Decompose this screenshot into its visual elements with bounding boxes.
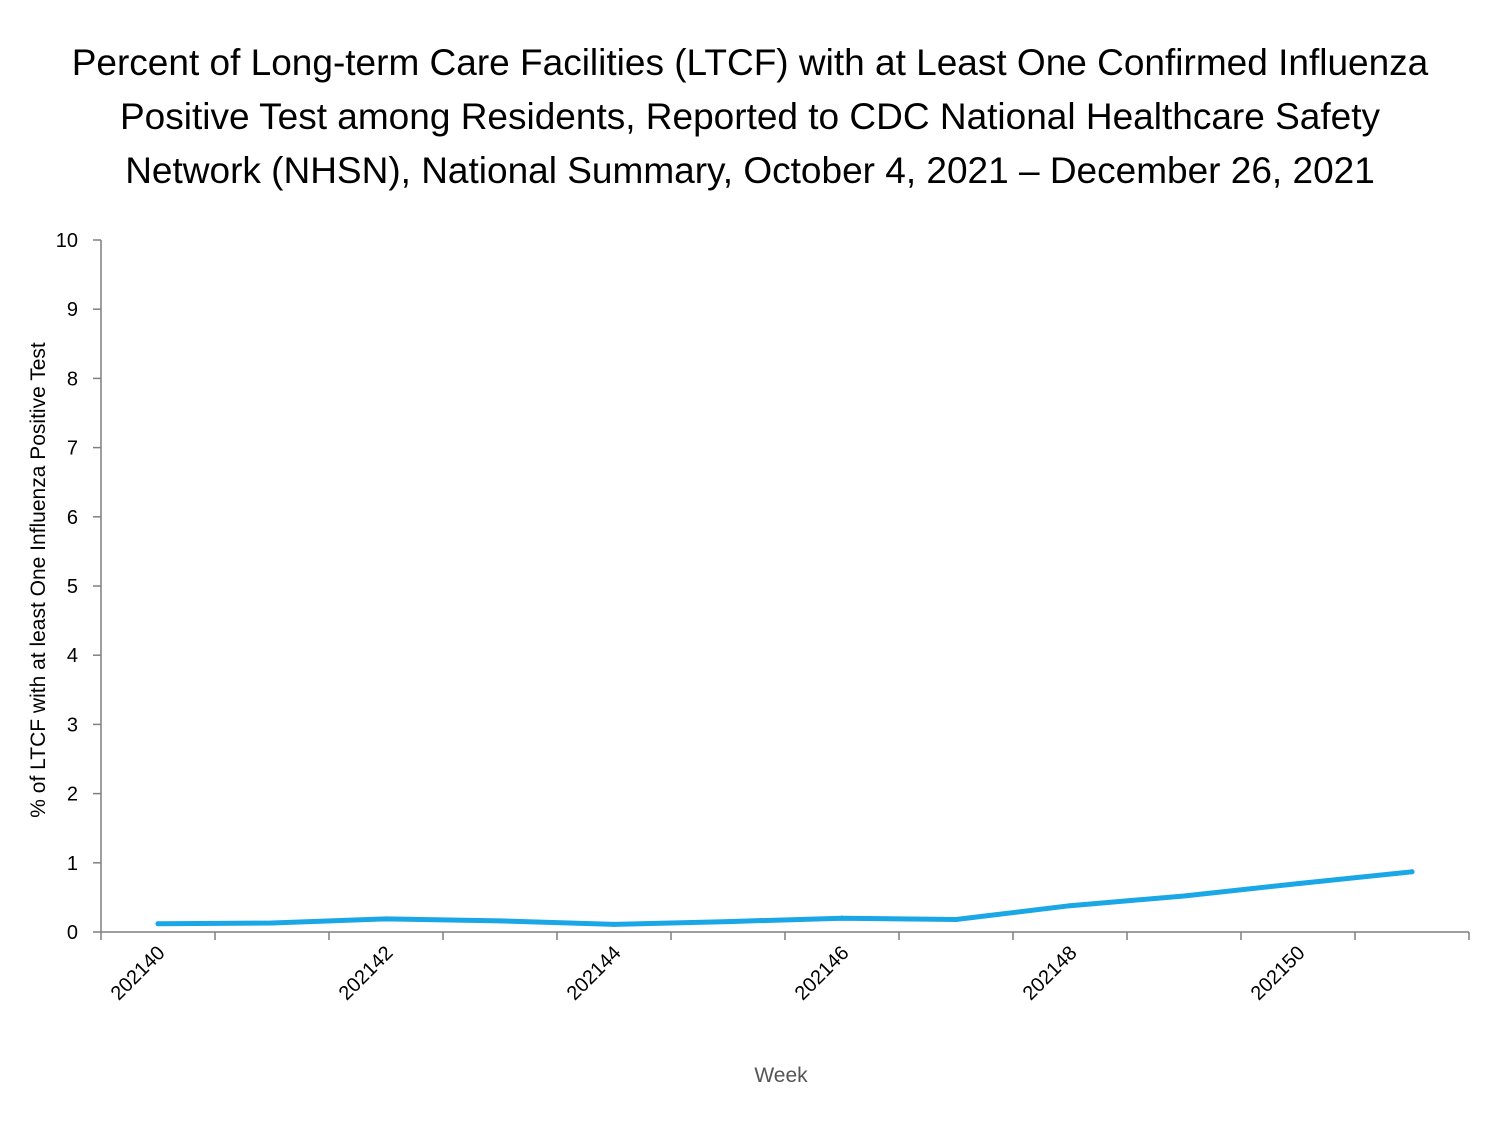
y-tick-label: 4 — [67, 645, 78, 667]
y-tick-label: 9 — [67, 299, 78, 321]
chart-title-line-1: Percent of Long-term Care Facilities (LT… — [71, 42, 1429, 83]
y-tick-label: 8 — [67, 368, 78, 390]
data-point — [1295, 881, 1301, 887]
y-tick-label: 1 — [67, 853, 78, 875]
y-tick-label: 10 — [56, 230, 78, 252]
y-tick-label: 5 — [67, 576, 78, 598]
data-point — [383, 916, 389, 922]
x-tick-label: 202148 — [1019, 942, 1082, 1005]
series-line — [155, 869, 1415, 927]
y-tick-label: 6 — [67, 507, 78, 529]
x-axis: 202140 202142 202144 202146 202148 202150 — [100, 931, 1470, 1005]
y-axis-title: % of LTCF with at least One Influenza Po… — [27, 342, 50, 818]
data-point — [155, 921, 161, 927]
x-axis-title: Week — [754, 1064, 808, 1087]
y-tick-label: 3 — [67, 714, 78, 736]
data-point — [611, 921, 617, 927]
x-tick-label: 202140 — [107, 942, 170, 1005]
y-tick-label: 7 — [67, 438, 78, 460]
x-tick-label: 202142 — [335, 942, 398, 1005]
data-point — [1409, 869, 1415, 875]
y-axis: 0 1 2 3 4 5 6 7 8 9 10 — [56, 230, 102, 944]
y-tick-label: 2 — [67, 784, 78, 806]
series-layer — [155, 869, 1415, 927]
chart-title-line-2: Positive Test among Residents, Reported … — [119, 96, 1380, 137]
y-tick-label: 0 — [67, 922, 78, 944]
x-tick-label: 202150 — [1247, 942, 1310, 1005]
data-point — [725, 919, 731, 925]
data-point — [1181, 893, 1187, 899]
data-point — [497, 918, 503, 924]
x-tick-label: 202146 — [791, 942, 854, 1005]
data-point — [269, 920, 275, 926]
data-point — [953, 917, 959, 923]
chart-title-line-3: Network (NHSN), National Summary, Octobe… — [125, 150, 1375, 191]
data-point — [839, 915, 845, 921]
data-point — [1067, 903, 1073, 909]
x-tick-label: 202144 — [563, 942, 626, 1005]
